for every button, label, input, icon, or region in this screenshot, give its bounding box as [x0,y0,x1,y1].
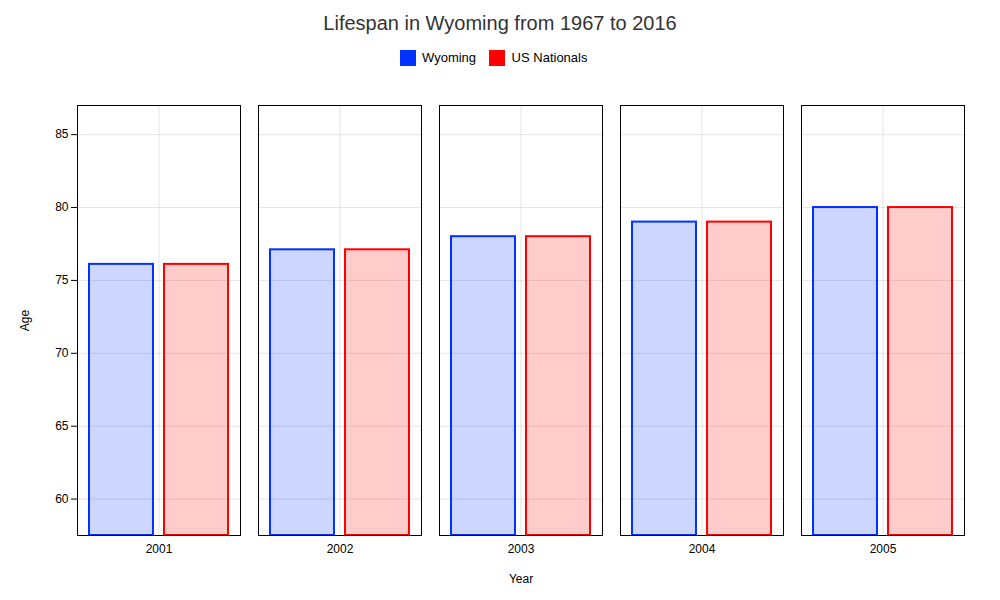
svg-text:80: 80 [55,200,69,214]
svg-text:2004: 2004 [689,542,716,556]
svg-text:75: 75 [55,273,69,287]
svg-text:2001: 2001 [146,542,173,556]
svg-text:Age: Age [18,309,32,331]
html-text:US Nationals: US Nationals [511,50,588,65]
svg-text:2003: 2003 [508,542,535,556]
svg-text:85: 85 [55,127,69,141]
svg-text:2005: 2005 [870,542,897,556]
svg-text:2002: 2002 [327,542,354,556]
html-text:Wyoming: Wyoming [422,50,477,65]
svg-text:70: 70 [55,346,69,360]
html-text:Lifespan in Wyoming from 1967: Lifespan in Wyoming from 1967 to 2016 [323,12,677,34]
svg-text:60: 60 [55,491,69,505]
svg-text:Year: Year [509,571,533,585]
svg-text:65: 65 [55,419,69,433]
